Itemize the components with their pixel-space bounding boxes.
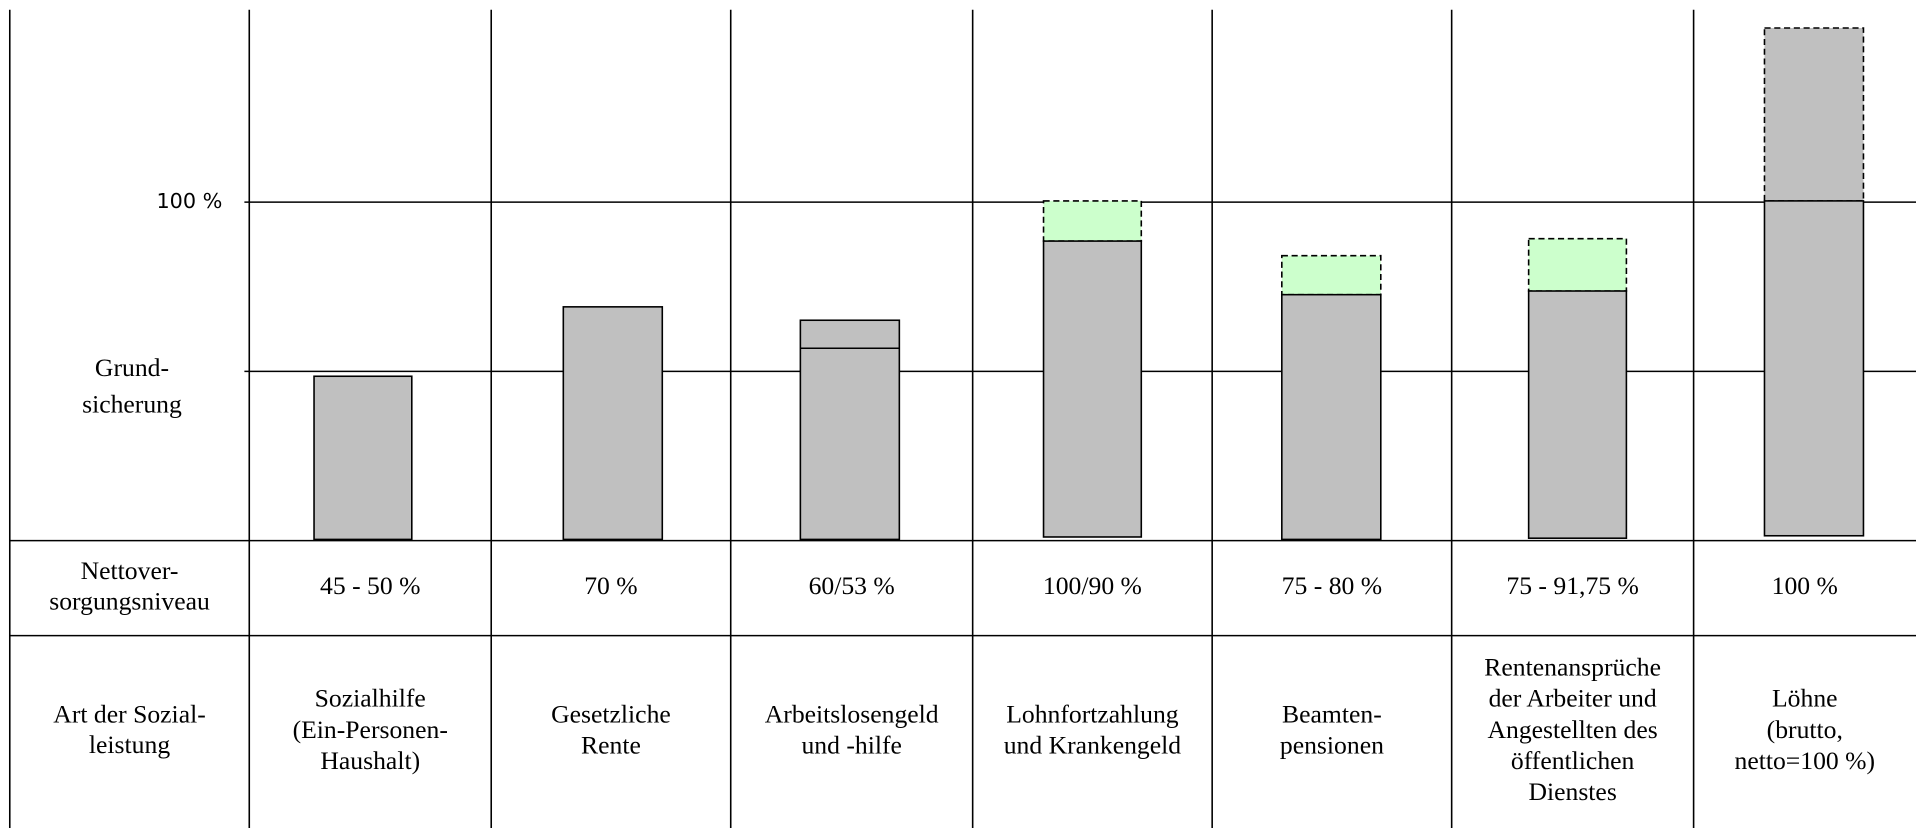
cell: 70 % — [584, 571, 637, 600]
bar — [313, 375, 413, 541]
cell: Arbeitslosengeld und -hilfe — [765, 699, 939, 759]
text-line: Sozialhilfe — [315, 684, 426, 713]
cell: Lohnfortzahlung und Krankengeld — [1004, 699, 1182, 759]
bar — [1527, 290, 1628, 539]
text-line: netto=100 %) — [1735, 746, 1876, 775]
text-line: Dienstes — [1528, 777, 1616, 806]
cell: Beamten-pensionen — [1280, 699, 1384, 759]
cell: 75 - 91,75 % — [1506, 571, 1639, 600]
bar — [562, 306, 664, 541]
text-line: 45 - 50 % — [320, 571, 420, 600]
text-line: Haushalt) — [320, 746, 420, 775]
text-line: Grund- — [95, 353, 169, 382]
bar — [799, 319, 901, 541]
text-line: pensionen — [1280, 730, 1384, 759]
text-line: und Krankengeld — [1004, 730, 1182, 759]
text-line: 75 - 91,75 % — [1506, 571, 1639, 600]
text-line: Beamten- — [1282, 699, 1382, 728]
text-line: Rente — [581, 730, 641, 759]
level-label: 100 % — [156, 189, 222, 213]
row-header: Art der Sozial-leistung — [53, 699, 205, 758]
cell: 60/53 % — [809, 571, 895, 600]
text-line: (brutto, — [1767, 715, 1843, 744]
text-line: 75 - 80 % — [1282, 571, 1382, 600]
bar-extension — [1527, 237, 1628, 292]
bar — [1042, 240, 1143, 538]
text-line: Art der Sozial- — [53, 699, 205, 728]
text-line: Arbeitslosengeld — [765, 699, 939, 728]
text-line: der Arbeiter und — [1489, 684, 1657, 713]
cell: Sozialhilfe (Ein-Personen-Haushalt) — [293, 684, 448, 775]
bar-extension — [1763, 27, 1865, 202]
text-line: Rentenansprüche — [1484, 653, 1661, 682]
bar-extension — [1042, 200, 1143, 242]
cell: Rentenansprüche der Arbeiter und Angestell… — [1484, 653, 1661, 806]
text-line: 70 % — [584, 571, 637, 600]
bar — [1281, 293, 1382, 541]
text-line: 60/53 % — [809, 571, 895, 600]
bar — [1763, 200, 1865, 537]
text-line: leistung — [89, 730, 170, 759]
cell: Löhne (brutto, netto=100 %) — [1735, 684, 1876, 775]
cell: 75 - 80 % — [1282, 571, 1382, 600]
text-line: Nettover- — [81, 556, 179, 585]
row-header: Nettover-sorgungsniveau — [49, 556, 210, 615]
text-line: und -hilfe — [801, 730, 901, 759]
text-line: Lohnfortzahlung — [1006, 699, 1179, 728]
cell: 100 % — [1772, 571, 1838, 600]
text-line: Angestellten des — [1487, 715, 1657, 744]
cell: 100/90 % — [1043, 571, 1142, 600]
text-line: 100 % — [1772, 571, 1838, 600]
text-line: Gesetzliche — [551, 699, 671, 728]
bars — [313, 27, 1865, 541]
cell: Gesetzliche Rente — [551, 699, 671, 759]
bar-extension — [1281, 254, 1382, 296]
text-line: (Ein-Personen- — [293, 715, 448, 744]
text-line: öffentlichen — [1511, 746, 1635, 775]
text-line: Löhne — [1772, 684, 1838, 713]
cell: 45 - 50 % — [320, 571, 420, 600]
text-line: sicherung — [82, 390, 182, 419]
text-line: 100/90 % — [1043, 571, 1142, 600]
text-line: sorgungsniveau — [49, 586, 210, 615]
level-label: Grund-sicherung — [82, 353, 182, 418]
